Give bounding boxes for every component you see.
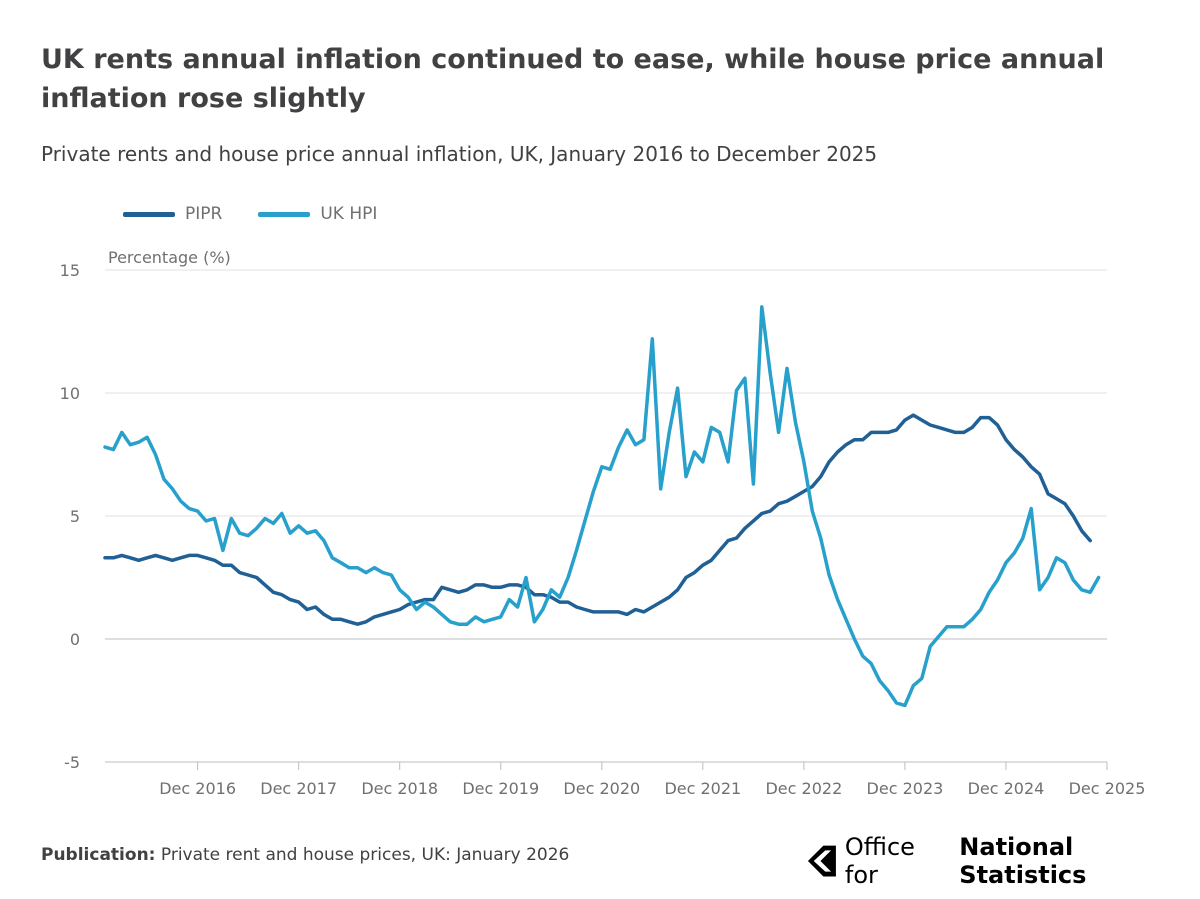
legend-label-uk-hpi: UK HPI xyxy=(320,204,378,224)
x-tick-label: Dec 2022 xyxy=(765,779,842,798)
y-tick-label: 5 xyxy=(70,507,80,526)
x-tick-label: Dec 2023 xyxy=(867,779,944,798)
logo-text-light: Office for xyxy=(844,833,915,889)
ons-logo-icon xyxy=(807,845,836,877)
x-tick-label: Dec 2024 xyxy=(968,779,1045,798)
logo-text-bold: National Statistics xyxy=(959,833,1087,889)
y-tick-label: 10 xyxy=(60,384,80,403)
legend-swatch-pipr xyxy=(123,211,175,217)
x-tick-label: Dec 2018 xyxy=(361,779,438,798)
publication-label: Publication: xyxy=(41,845,156,865)
y-tick-label: 15 xyxy=(60,261,80,280)
legend-label-pipr: PIPR xyxy=(185,204,223,224)
x-tick-label: Dec 2021 xyxy=(664,779,741,798)
x-tick-label: Dec 2025 xyxy=(1069,779,1146,798)
y-tick-label: -5 xyxy=(64,753,80,772)
series-line-pipr xyxy=(103,413,1092,626)
y-axis-label: Percentage (%) xyxy=(108,248,231,267)
x-tick-label: Dec 2016 xyxy=(159,779,236,798)
legend-swatch-uk-hpi xyxy=(258,211,311,217)
publication-text[interactable]: Private rent and house prices, UK: Janua… xyxy=(160,845,570,865)
x-tick-label: Dec 2020 xyxy=(563,779,640,798)
x-tick-label: Dec 2019 xyxy=(462,779,539,798)
footer: Publication: Private rent and house pric… xyxy=(41,845,569,865)
ons-logo[interactable]: Office for National Statistics xyxy=(806,833,1200,889)
legend-item-pipr[interactable]: PIPR xyxy=(123,204,222,224)
chart-title: UK rents annual inflation continued to e… xyxy=(41,44,1105,114)
legend-item-uk-hpi[interactable]: UK HPI xyxy=(258,204,377,224)
chart-legend: PIPR UK HPI xyxy=(123,204,413,224)
y-tick-label: 0 xyxy=(70,630,80,649)
x-tick-label: Dec 2017 xyxy=(260,779,337,798)
chart-area: Percentage (%) 15 10 5 0 -5 Dec 2016 Dec 2017 De… xyxy=(0,240,1200,810)
chart-subtitle: Private rents and house price annual inf… xyxy=(41,142,878,166)
series-line-uk-hpi xyxy=(103,305,1101,708)
line-chart: Percentage (%) 15 10 5 0 -5 Dec 2016 Dec 2017 De… xyxy=(60,248,1146,798)
